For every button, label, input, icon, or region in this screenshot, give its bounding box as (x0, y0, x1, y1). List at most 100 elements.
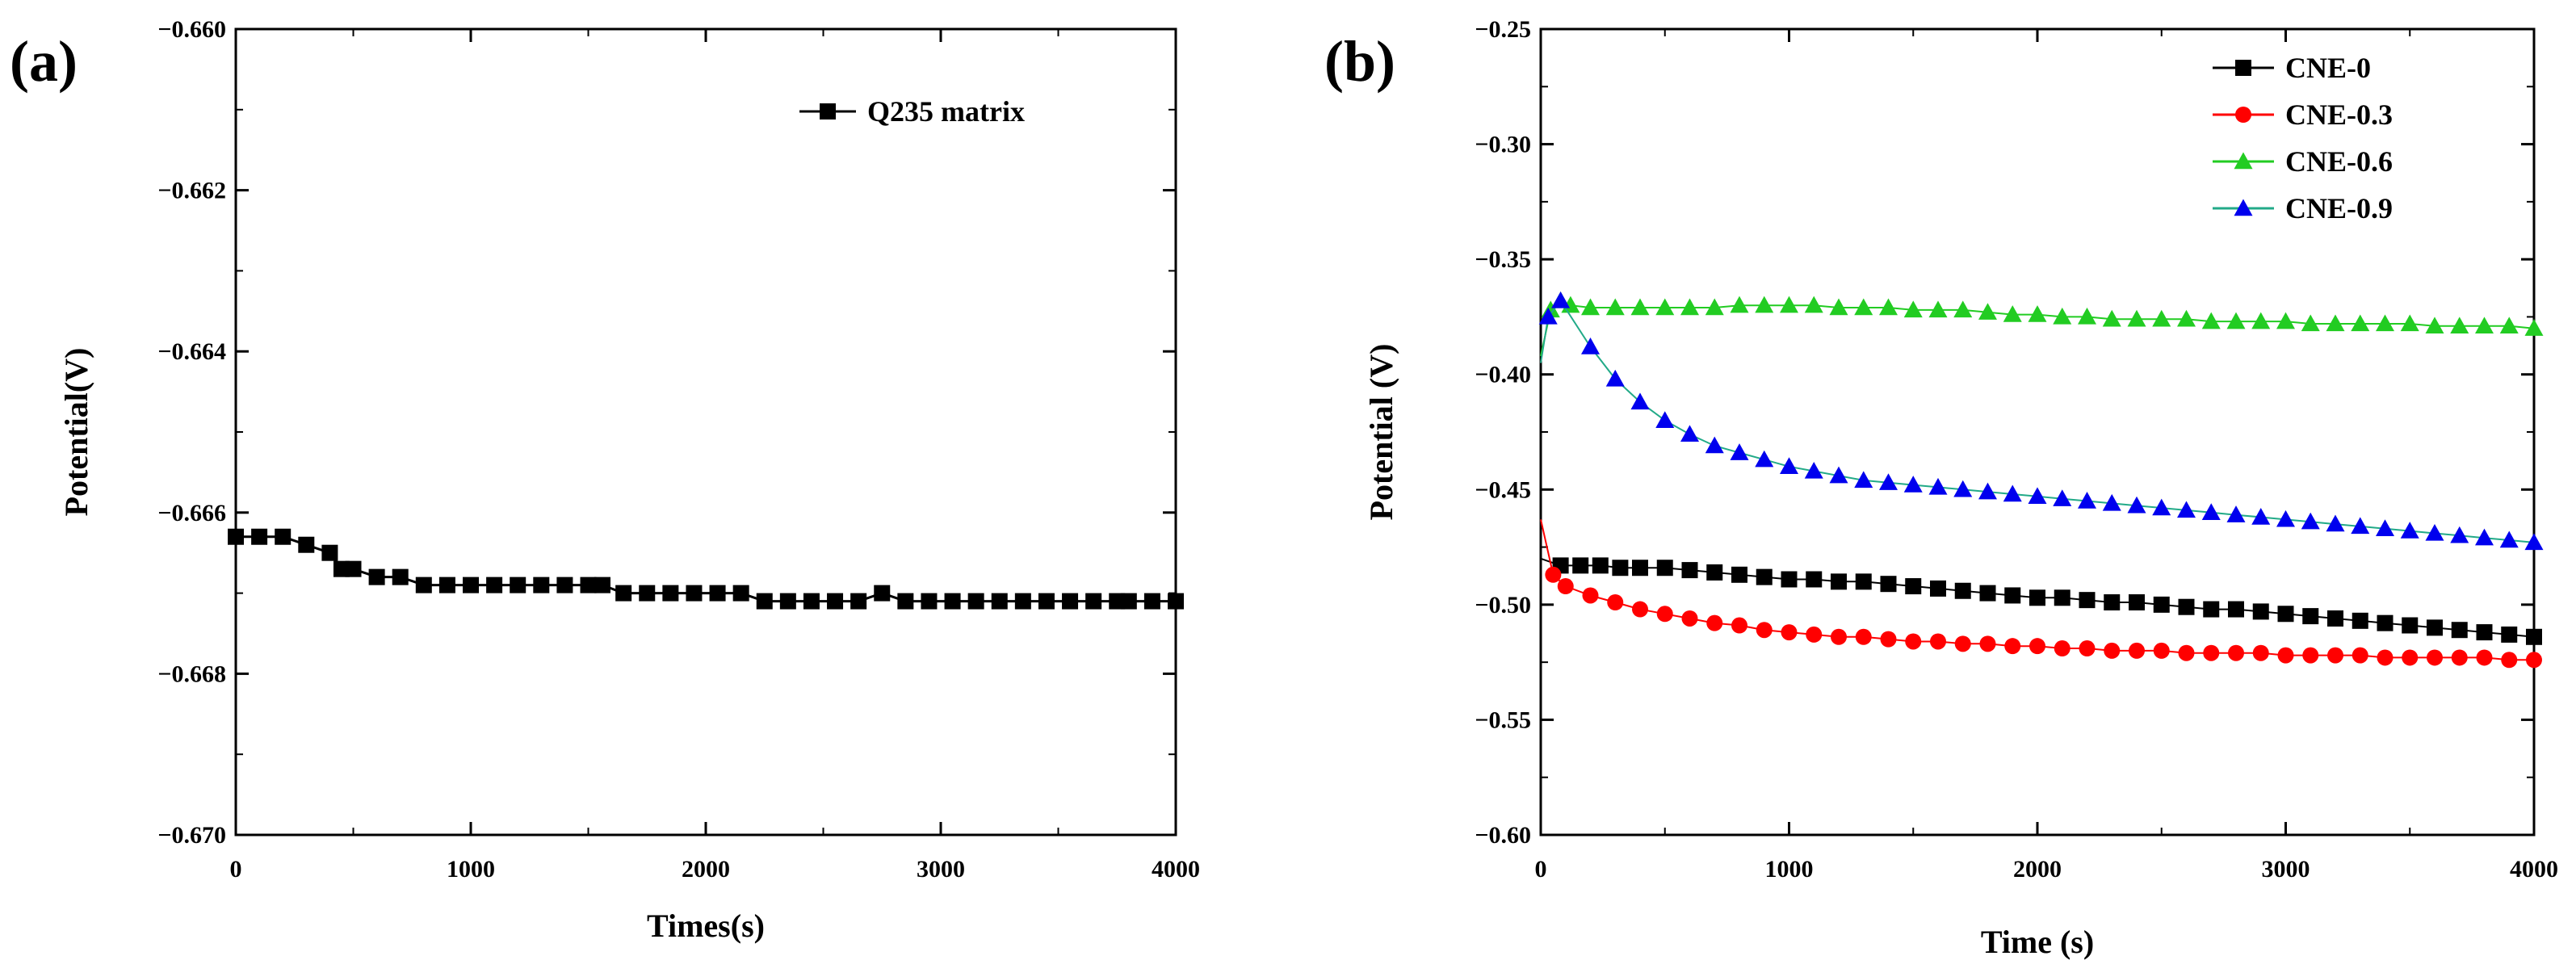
data-point (639, 585, 656, 602)
data-point (2201, 312, 2221, 329)
plot-frame (234, 27, 1177, 837)
x-tick-label: 2000 (682, 856, 730, 883)
data-point (1706, 614, 1723, 631)
data-point (2352, 647, 2368, 664)
y-tick-label: −0.660 (157, 16, 226, 43)
legend-marker (2234, 199, 2253, 216)
data-point (1014, 593, 1031, 610)
data-point (1681, 610, 1698, 627)
series-line (1540, 299, 2535, 543)
data-point (2402, 649, 2419, 666)
data-point (1085, 593, 1102, 610)
data-point (2301, 512, 2320, 530)
data-point (1804, 461, 1823, 479)
data-point (2352, 612, 2368, 629)
legend-label: CNE-0.9 (2285, 192, 2393, 224)
data-point (2251, 508, 2271, 525)
data-point (2252, 644, 2269, 661)
data-point (321, 544, 338, 561)
data-point (533, 577, 550, 593)
x-tick-label: 3000 (917, 856, 965, 883)
data-point (897, 593, 914, 610)
data-point (1120, 593, 1137, 610)
data-point (1545, 566, 1562, 583)
data-point (556, 577, 573, 593)
y-tick-label: −0.50 (1475, 592, 1531, 618)
data-point (2228, 601, 2244, 618)
data-point (2400, 314, 2419, 332)
data-point (2203, 601, 2220, 618)
data-point (2127, 496, 2146, 514)
data-point (1581, 337, 1600, 354)
data-point (2351, 517, 2370, 535)
data-point (1731, 617, 1747, 634)
data-point (1655, 298, 1675, 316)
data-point (2351, 314, 2370, 332)
data-point (1880, 631, 1897, 648)
data-point (2102, 493, 2121, 511)
data-point (1978, 303, 1997, 320)
data-point (1655, 411, 1675, 428)
data-point (1705, 298, 1724, 316)
data-point (1612, 560, 1629, 577)
data-point (1978, 482, 1997, 500)
y-tick-label: −0.664 (157, 338, 226, 365)
data-point (2302, 647, 2319, 664)
data-point (1592, 557, 1609, 574)
data-point (827, 593, 844, 610)
data-point (2228, 644, 2244, 661)
data-point (1979, 635, 1996, 652)
data-point (2277, 606, 2294, 623)
data-point (991, 593, 1008, 610)
data-point (415, 577, 432, 593)
data-point (2177, 309, 2196, 327)
data-point (2301, 314, 2320, 332)
data-point (2004, 587, 2021, 604)
data-point (1038, 593, 1055, 610)
data-point (1905, 633, 1922, 650)
data-point (486, 577, 503, 593)
data-point (1706, 564, 1723, 581)
data-point (1903, 476, 1923, 493)
data-point (463, 577, 479, 593)
x-tick-label: 0 (1535, 856, 1547, 883)
data-point (1681, 562, 1698, 579)
data-point (1730, 443, 1749, 460)
panel-label: (b) (1324, 29, 1395, 94)
legend-marker (820, 103, 836, 120)
data-point (1880, 576, 1897, 593)
data-point (2425, 523, 2444, 541)
data-point (368, 568, 385, 585)
data-point (228, 528, 244, 545)
legend-label: CNE-0.6 (2285, 145, 2393, 178)
data-point (2079, 592, 2096, 609)
data-point (2226, 312, 2246, 329)
y-tick-label: −0.40 (1475, 362, 1531, 388)
data-point (1557, 578, 1574, 595)
data-point (2526, 628, 2542, 645)
data-point (1928, 477, 1948, 495)
data-point (1829, 298, 1848, 316)
data-point (1829, 466, 1848, 484)
data-point (2127, 309, 2146, 327)
data-point (2201, 503, 2221, 520)
data-point (2427, 649, 2443, 666)
data-point (2400, 522, 2419, 539)
data-point (2078, 492, 2096, 509)
y-tick-label: −0.30 (1475, 132, 1531, 158)
x-axis-label: Time (s) (1981, 924, 2094, 960)
data-point (1756, 622, 1773, 639)
panel-a: (a) 0 1000 2000 3000 4000 −0.670 −0.668 −0.666 −0… (10, 16, 1200, 944)
data-point (944, 593, 961, 610)
y-axis-label: Potential (V) (1363, 344, 1399, 521)
legend-marker (2235, 60, 2251, 76)
x-tick-label: 4000 (1152, 856, 1200, 883)
data-point (1731, 566, 1747, 583)
data-point (1879, 298, 1898, 316)
data-point (1632, 560, 1648, 577)
data-point (1605, 298, 1625, 316)
data-point (2054, 589, 2070, 606)
y-axis-label: Potential(V) (58, 348, 94, 517)
panel-b: (b) 0 1000 2000 3000 4000 −0.60 −0.55 −0.50 −0.45… (1324, 16, 2558, 960)
data-point (2499, 530, 2519, 548)
